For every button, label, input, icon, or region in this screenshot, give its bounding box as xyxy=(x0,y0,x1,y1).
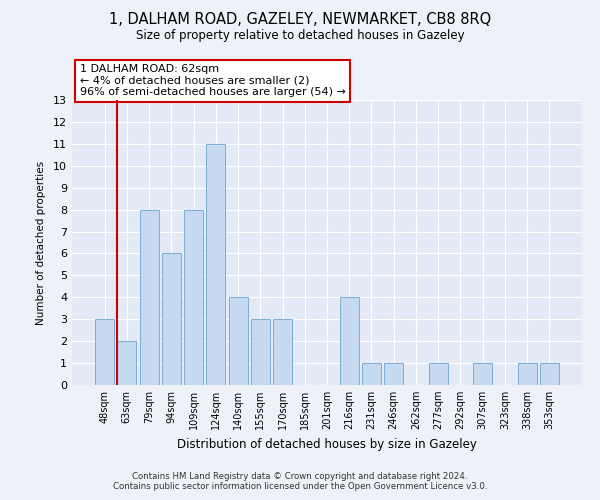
Bar xyxy=(229,298,248,385)
Bar xyxy=(184,210,203,385)
Bar xyxy=(251,319,270,385)
Bar xyxy=(340,298,359,385)
Text: Contains HM Land Registry data © Crown copyright and database right 2024.
Contai: Contains HM Land Registry data © Crown c… xyxy=(113,472,487,491)
Bar xyxy=(429,363,448,385)
Bar xyxy=(540,363,559,385)
Y-axis label: Number of detached properties: Number of detached properties xyxy=(36,160,46,324)
Bar xyxy=(362,363,381,385)
Bar xyxy=(95,319,114,385)
Text: 1 DALHAM ROAD: 62sqm
← 4% of detached houses are smaller (2)
96% of semi-detache: 1 DALHAM ROAD: 62sqm ← 4% of detached ho… xyxy=(80,64,346,97)
Bar xyxy=(140,210,158,385)
Bar xyxy=(473,363,492,385)
Bar xyxy=(206,144,225,385)
Bar xyxy=(384,363,403,385)
Bar xyxy=(518,363,536,385)
Text: 1, DALHAM ROAD, GAZELEY, NEWMARKET, CB8 8RQ: 1, DALHAM ROAD, GAZELEY, NEWMARKET, CB8 … xyxy=(109,12,491,28)
Bar xyxy=(118,341,136,385)
X-axis label: Distribution of detached houses by size in Gazeley: Distribution of detached houses by size … xyxy=(177,438,477,450)
Bar xyxy=(273,319,292,385)
Text: Size of property relative to detached houses in Gazeley: Size of property relative to detached ho… xyxy=(136,29,464,42)
Bar xyxy=(162,254,181,385)
